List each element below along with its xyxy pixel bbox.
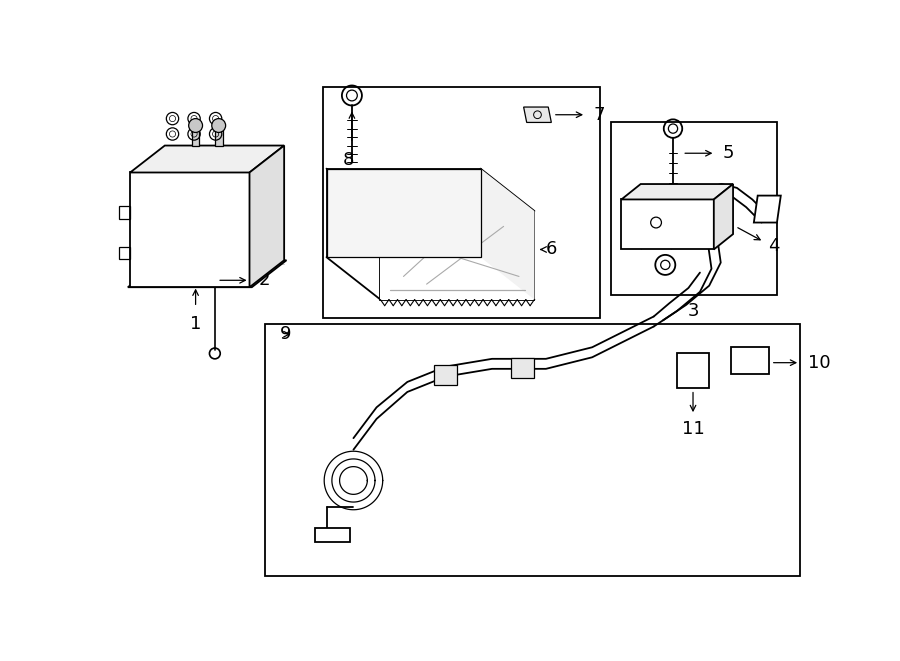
Polygon shape xyxy=(677,354,709,388)
Bar xyxy=(322,87,599,318)
Polygon shape xyxy=(754,196,781,223)
Polygon shape xyxy=(128,260,286,288)
Bar xyxy=(611,122,777,295)
Polygon shape xyxy=(130,173,249,288)
Polygon shape xyxy=(249,145,284,288)
Polygon shape xyxy=(130,145,284,173)
Polygon shape xyxy=(315,528,349,542)
Text: 10: 10 xyxy=(808,354,831,371)
Polygon shape xyxy=(481,169,535,299)
Polygon shape xyxy=(215,129,222,145)
Polygon shape xyxy=(621,184,734,200)
Polygon shape xyxy=(435,365,457,385)
Polygon shape xyxy=(621,200,714,249)
Polygon shape xyxy=(381,211,535,299)
Text: 1: 1 xyxy=(190,315,202,333)
Text: 7: 7 xyxy=(594,106,605,124)
Polygon shape xyxy=(524,107,552,122)
Bar xyxy=(265,324,800,576)
Polygon shape xyxy=(714,184,734,249)
Circle shape xyxy=(189,118,202,132)
Polygon shape xyxy=(192,129,200,145)
Text: 6: 6 xyxy=(546,241,557,258)
Text: 11: 11 xyxy=(681,420,705,438)
Text: 8: 8 xyxy=(342,151,354,169)
Text: 5: 5 xyxy=(723,144,734,162)
Circle shape xyxy=(212,118,226,132)
Text: 4: 4 xyxy=(768,237,779,254)
Polygon shape xyxy=(731,347,770,374)
Text: 2: 2 xyxy=(258,271,270,290)
Polygon shape xyxy=(511,358,535,378)
Text: 3: 3 xyxy=(688,302,699,320)
Polygon shape xyxy=(327,169,481,257)
Text: 9: 9 xyxy=(280,325,292,343)
